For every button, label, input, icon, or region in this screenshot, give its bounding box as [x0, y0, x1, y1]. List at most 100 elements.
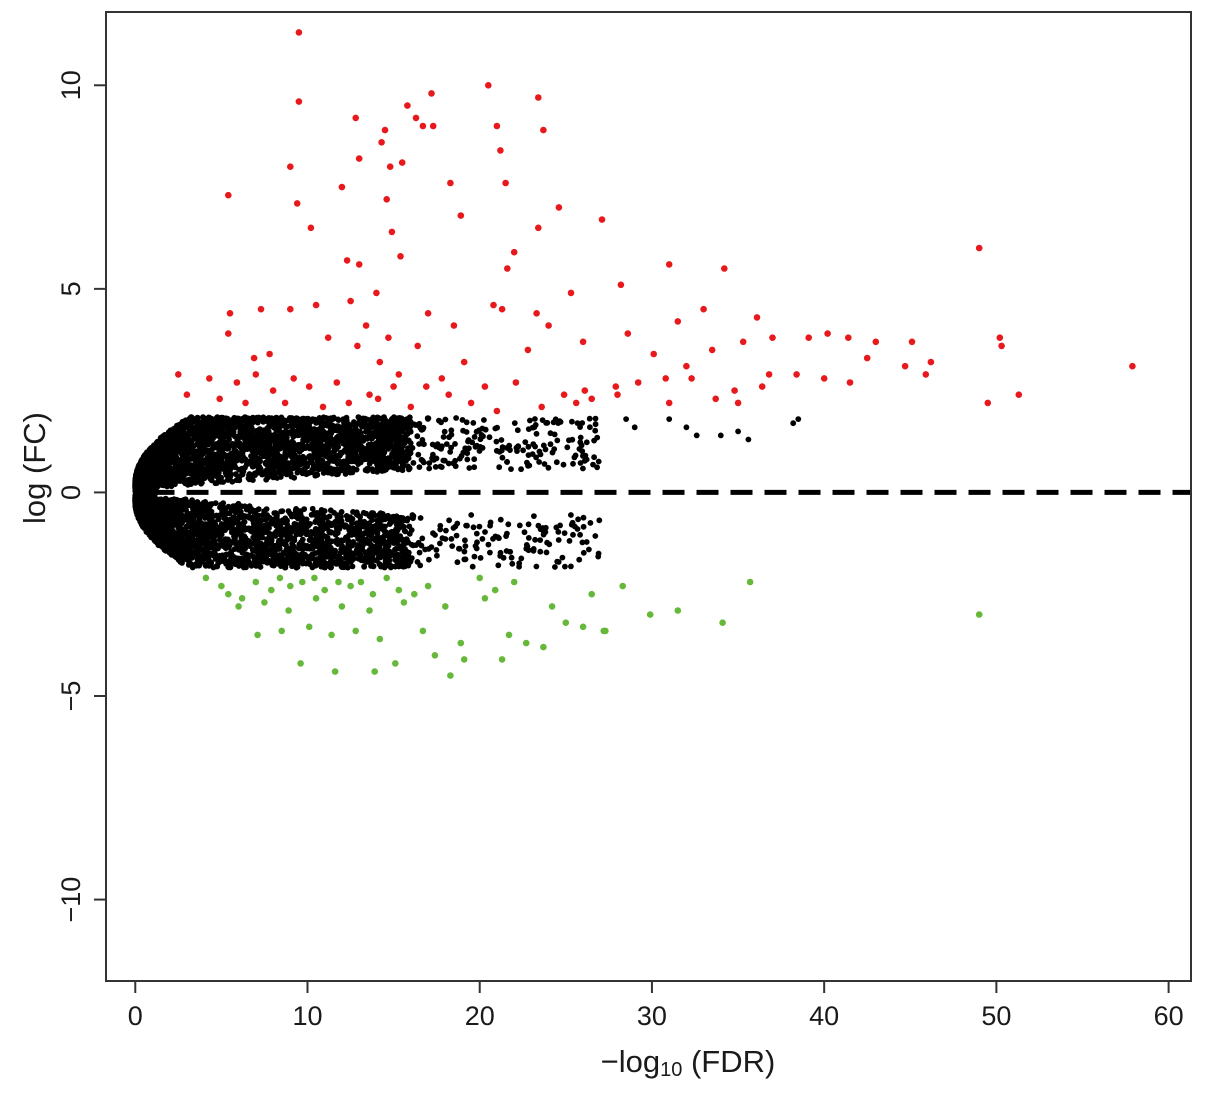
- nonsignificant-point: [201, 548, 208, 554]
- nonsignificant-point: [349, 563, 356, 570]
- nonsignificant-point: [290, 455, 296, 462]
- nonsignificant-point: [307, 459, 313, 466]
- nonsignificant-point: [214, 453, 221, 460]
- nonsignificant-point: [195, 532, 201, 539]
- nonsignificant-point: [255, 506, 262, 513]
- nonsignificant-point: [160, 445, 166, 452]
- nonsignificant-point: [321, 508, 328, 514]
- nonsignificant-point: [315, 459, 321, 466]
- nonsignificant-point: [211, 461, 218, 468]
- nonsignificant-point: [181, 432, 188, 438]
- nonsignificant-point: [221, 451, 228, 458]
- nonsignificant-point: [280, 556, 287, 563]
- nonsignificant-point: [289, 540, 295, 547]
- nonsignificant-point: [301, 426, 307, 432]
- nonsignificant-point: [202, 535, 208, 542]
- nonsignificant-point: [404, 517, 410, 524]
- nonsignificant-point: [352, 454, 358, 461]
- nonsignificant-point: [156, 542, 163, 548]
- nonsignificant-point: [338, 509, 345, 515]
- nonsignificant-point: [158, 536, 165, 542]
- nonsignificant-point: [249, 516, 256, 523]
- nonsignificant-point: [176, 499, 183, 506]
- nonsignificant-point: [309, 505, 316, 512]
- nonsignificant-point: [166, 447, 172, 454]
- nonsignificant-point: [365, 442, 372, 448]
- nonsignificant-point: [277, 445, 283, 452]
- nonsignificant-point: [176, 537, 183, 543]
- nonsignificant-point: [216, 459, 223, 465]
- nonsignificant-point: [178, 423, 185, 430]
- nonsignificant-point: [294, 564, 301, 570]
- nonsignificant-point: [202, 561, 209, 568]
- nonsignificant-point: [246, 476, 253, 483]
- nonsignificant-point: [288, 473, 295, 480]
- nonsignificant-point: [325, 436, 332, 442]
- nonsignificant-point: [193, 424, 200, 430]
- nonsignificant-point: [347, 437, 353, 444]
- nonsignificant-point: [360, 415, 366, 422]
- nonsignificant-point: [313, 529, 320, 536]
- nonsignificant-point: [315, 534, 322, 541]
- nonsignificant-point: [163, 541, 170, 547]
- nonsignificant-point: [217, 533, 224, 539]
- nonsignificant-point: [190, 432, 197, 439]
- nonsignificant-point: [283, 471, 290, 478]
- nonsignificant-point: [311, 510, 318, 517]
- nonsignificant-point: [350, 551, 356, 558]
- nonsignificant-point: [195, 436, 202, 443]
- nonsignificant-point: [323, 461, 329, 467]
- nonsignificant-point: [224, 510, 230, 517]
- nonsignificant-point: [194, 416, 201, 423]
- nonsignificant-point: [247, 543, 253, 550]
- nonsignificant-point: [321, 421, 328, 427]
- nonsignificant-point: [242, 415, 249, 422]
- nonsignificant-point: [239, 545, 246, 552]
- nonsignificant-point: [252, 548, 259, 554]
- nonsignificant-point: [304, 545, 310, 552]
- nonsignificant-point: [314, 471, 320, 478]
- nonsignificant-point: [169, 515, 176, 522]
- nonsignificant-point: [275, 559, 282, 566]
- nonsignificant-point: [339, 542, 345, 549]
- nonsignificant-point: [253, 555, 260, 561]
- nonsignificant-point: [232, 539, 239, 545]
- nonsignificant-point: [289, 563, 295, 570]
- nonsignificant-point: [208, 501, 215, 507]
- nonsignificant-point: [207, 448, 213, 455]
- nonsignificant-point: [324, 454, 331, 460]
- nonsignificant-point: [238, 456, 244, 463]
- nonsignificant-point: [207, 559, 214, 566]
- nonsignificant-point: [299, 546, 305, 552]
- nonsignificant-point: [202, 458, 209, 465]
- nonsignificant-point: [237, 508, 244, 515]
- nonsignificant-point: [236, 476, 242, 483]
- nonsignificant-point: [189, 467, 196, 474]
- nonsignificant-point: [221, 543, 228, 550]
- nonsignificant-point: [335, 417, 342, 423]
- nonsignificant-point: [188, 511, 194, 517]
- nonsignificant-point: [272, 510, 279, 516]
- nonsignificant-point: [267, 539, 274, 546]
- nonsignificant-point: [335, 471, 341, 477]
- nonsignificant-point: [263, 536, 270, 542]
- nonsignificant-point: [160, 433, 166, 440]
- nonsignificant-point: [195, 501, 202, 508]
- nonsignificant-point: [338, 555, 345, 562]
- nonsignificant-point: [352, 438, 358, 445]
- nonsignificant-point: [237, 539, 244, 546]
- nonsignificant-point: [338, 537, 345, 544]
- nonsignificant-point: [299, 470, 306, 477]
- nonsignificant-point: [253, 427, 260, 434]
- nonsignificant-point: [366, 422, 372, 429]
- nonsignificant-point: [281, 518, 288, 525]
- nonsignificant-point: [243, 551, 250, 558]
- nonsignificant-point: [357, 446, 364, 453]
- nonsignificant-point: [202, 541, 209, 548]
- nonsignificant-point: [326, 528, 333, 535]
- nonsignificant-point: [261, 508, 268, 514]
- nonsignificant-point: [189, 497, 196, 504]
- nonsignificant-point: [190, 474, 197, 481]
- nonsignificant-point: [349, 520, 355, 527]
